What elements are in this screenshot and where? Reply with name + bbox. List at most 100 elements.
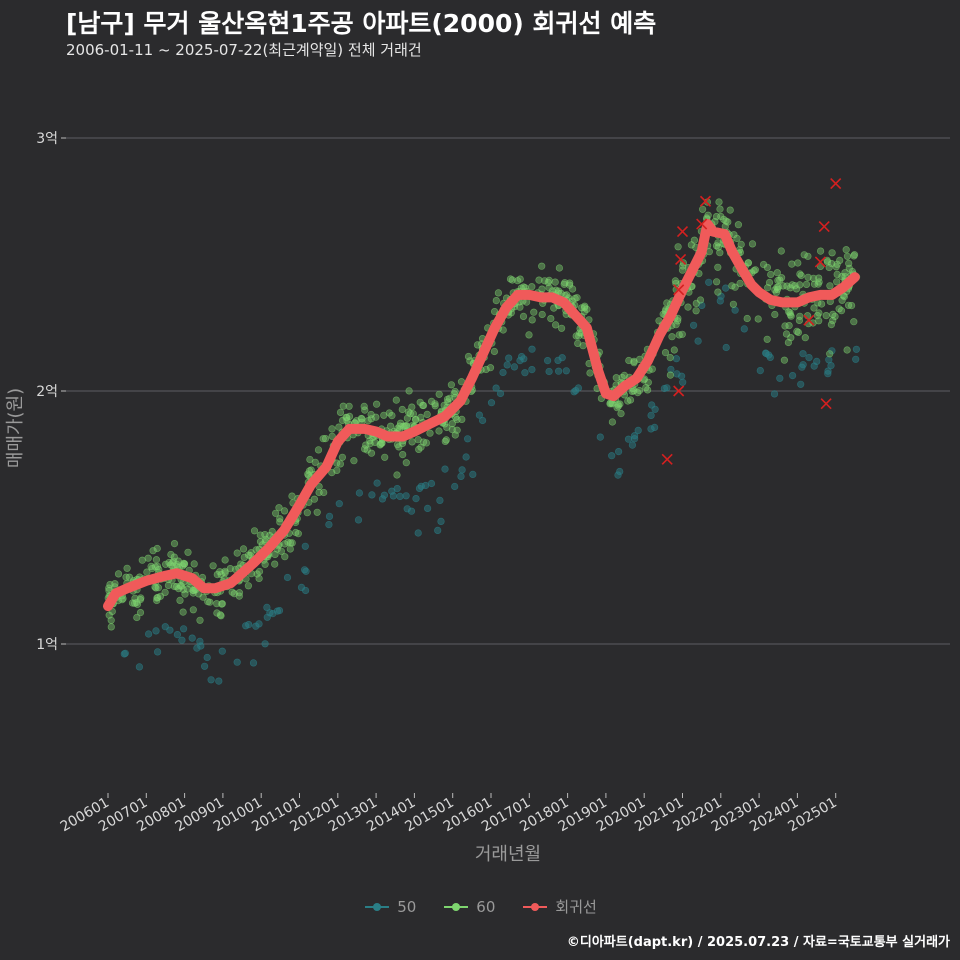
point-60: [176, 582, 184, 590]
point-60: [453, 426, 461, 434]
point-60: [804, 273, 812, 281]
point-60: [491, 308, 499, 316]
point-60: [281, 553, 289, 561]
point-50: [705, 278, 713, 286]
point-60: [252, 546, 260, 554]
point-60: [737, 240, 745, 248]
point-60: [204, 598, 212, 606]
point-50: [145, 630, 153, 638]
point-50: [762, 349, 770, 357]
point-60: [850, 251, 859, 259]
point-60: [714, 288, 722, 296]
point-60: [771, 310, 779, 319]
point-60: [240, 553, 248, 562]
legend-item-regression[interactable]: 회귀선: [521, 896, 597, 917]
cancelled-marker: [675, 253, 687, 266]
point-50: [554, 367, 563, 375]
legend-item-50[interactable]: 50: [363, 896, 416, 917]
point-60: [801, 334, 809, 342]
point-50: [788, 372, 797, 380]
point-60: [255, 574, 263, 583]
point-60: [671, 277, 680, 285]
point-60: [176, 596, 184, 605]
point-60: [829, 310, 837, 319]
legend-label-50: 50: [397, 897, 417, 916]
point-50: [451, 482, 459, 491]
point-50: [120, 650, 128, 658]
point-60: [551, 321, 560, 329]
point-60: [829, 317, 837, 325]
point-60: [213, 609, 221, 617]
point-60: [736, 279, 744, 288]
point-60: [763, 335, 771, 343]
chart-legend: 50 60 회귀선: [0, 896, 960, 917]
point-60: [809, 274, 818, 282]
point-50: [261, 640, 269, 648]
point-50: [436, 496, 444, 505]
point-60: [179, 608, 187, 616]
point-60: [684, 303, 692, 311]
point-50: [510, 363, 519, 371]
point-50: [201, 662, 209, 670]
point-60: [494, 289, 503, 297]
legend-item-60[interactable]: 60: [442, 896, 495, 917]
point-50: [679, 378, 687, 386]
point-60: [648, 365, 656, 373]
point-50: [799, 361, 807, 369]
point-60: [568, 285, 577, 293]
point-50: [543, 357, 552, 365]
point-60: [361, 406, 369, 414]
point-50: [608, 452, 616, 460]
point-60: [513, 277, 522, 285]
point-50: [716, 297, 724, 305]
point-60: [714, 243, 722, 251]
point-60: [417, 413, 425, 422]
point-50: [634, 426, 642, 435]
point-60: [396, 422, 404, 430]
point-50: [689, 321, 698, 329]
point-60: [286, 539, 295, 547]
point-60: [328, 432, 336, 440]
point-60: [516, 303, 524, 311]
point-60: [828, 249, 836, 257]
point-60: [528, 316, 536, 324]
point-50: [810, 362, 818, 370]
point-60: [451, 387, 459, 396]
point-60: [661, 349, 670, 357]
point-50: [154, 648, 162, 656]
point-60: [167, 550, 175, 559]
point-60: [835, 305, 843, 313]
point-60: [338, 453, 347, 461]
point-50: [135, 663, 143, 671]
point-60: [836, 256, 844, 265]
point-50: [614, 448, 623, 456]
point-60: [221, 556, 229, 564]
point-60: [303, 509, 311, 517]
point-60: [244, 582, 252, 590]
point-60: [237, 560, 245, 568]
point-50: [464, 435, 472, 443]
point-60: [826, 282, 834, 290]
point-60: [795, 316, 804, 325]
point-60: [381, 453, 389, 461]
point-50: [203, 653, 211, 662]
point-50: [415, 484, 424, 493]
point-60: [218, 600, 226, 608]
point-50: [558, 354, 566, 362]
point-60: [832, 263, 840, 271]
point-50: [469, 470, 477, 479]
point-50: [475, 411, 484, 419]
point-50: [824, 370, 832, 378]
point-60: [843, 346, 851, 354]
point-60: [366, 437, 374, 445]
point-60: [825, 263, 833, 272]
point-50: [499, 368, 507, 377]
point-60: [360, 402, 368, 411]
point-60: [152, 584, 160, 592]
point-50: [215, 677, 223, 685]
point-60: [838, 296, 846, 304]
point-60: [209, 562, 217, 570]
point-60: [508, 276, 516, 284]
point-60: [842, 246, 850, 254]
